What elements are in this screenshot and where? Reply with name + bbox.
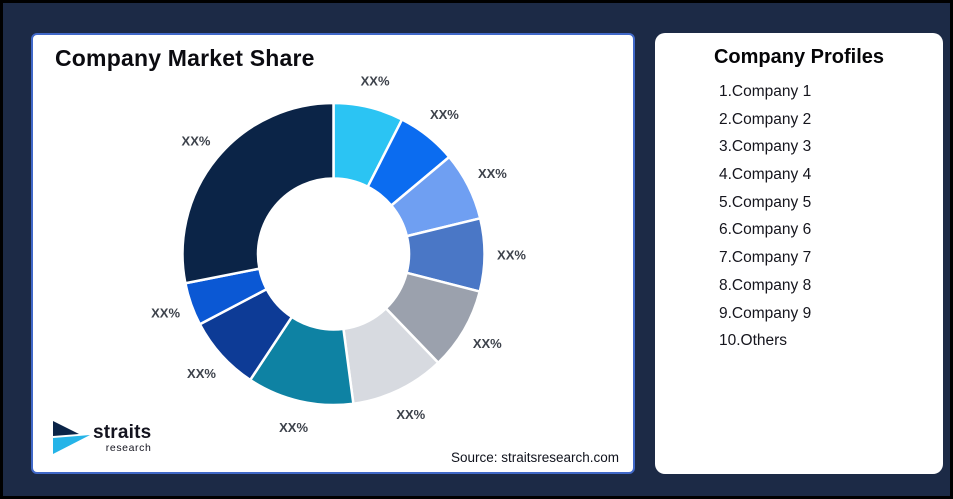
list-item: 5.Company 5 xyxy=(719,193,812,211)
donut-chart: XX% XX% XX% XX% XX% XX% XX% XX% XX% XX% xyxy=(151,73,526,435)
list-item: 7.Company 7 xyxy=(719,249,812,267)
slice-label: XX% xyxy=(473,336,502,351)
list-item: 3.Company 3 xyxy=(719,138,812,156)
market-share-card: Company Market Share XX% XX% XX% XX% XX% XX% X… xyxy=(31,33,635,474)
profiles-title: Company Profiles xyxy=(713,46,885,68)
slice-label: XX% xyxy=(151,306,180,321)
logo-wordmark: straits xyxy=(93,421,152,443)
list-item: 1.Company 1 xyxy=(719,83,812,100)
list-item: 10.Others xyxy=(719,332,788,350)
list-item: 8.Company 8 xyxy=(719,276,812,294)
logo-arrow-cyan xyxy=(53,435,90,454)
source-attribution: Source: straitsresearch.com xyxy=(450,450,620,465)
slice-label: XX% xyxy=(361,73,390,88)
slice-label: XX% xyxy=(279,420,308,435)
donut-segment-others xyxy=(181,101,335,285)
chart-title: Company Market Share xyxy=(55,45,315,71)
list-item: 4.Company 4 xyxy=(719,166,812,184)
logo-subtext: research xyxy=(105,441,152,454)
company-list: 1.Company 1 2.Company 2 3.Company 3 4.Compa… xyxy=(655,69,943,355)
slice-label: XX% xyxy=(478,166,507,181)
list-item: 9.Company 9 xyxy=(719,304,812,322)
logo-arrow-dark xyxy=(53,421,79,436)
slice-label: XX% xyxy=(497,248,526,263)
slice-label: XX% xyxy=(430,107,459,122)
slice-label: XX% xyxy=(187,366,216,381)
straits-research-logo: straits research xyxy=(51,421,151,455)
slice-label: XX% xyxy=(396,407,425,422)
company-profiles-card: Company Profiles 1.Company 1 2.Company 2 3… xyxy=(655,33,943,474)
list-item: 6.Company 6 xyxy=(719,221,812,239)
logo-arrows-icon xyxy=(53,421,90,454)
slice-label: XX% xyxy=(182,134,211,149)
list-item: 2.Company 2 xyxy=(719,110,812,128)
